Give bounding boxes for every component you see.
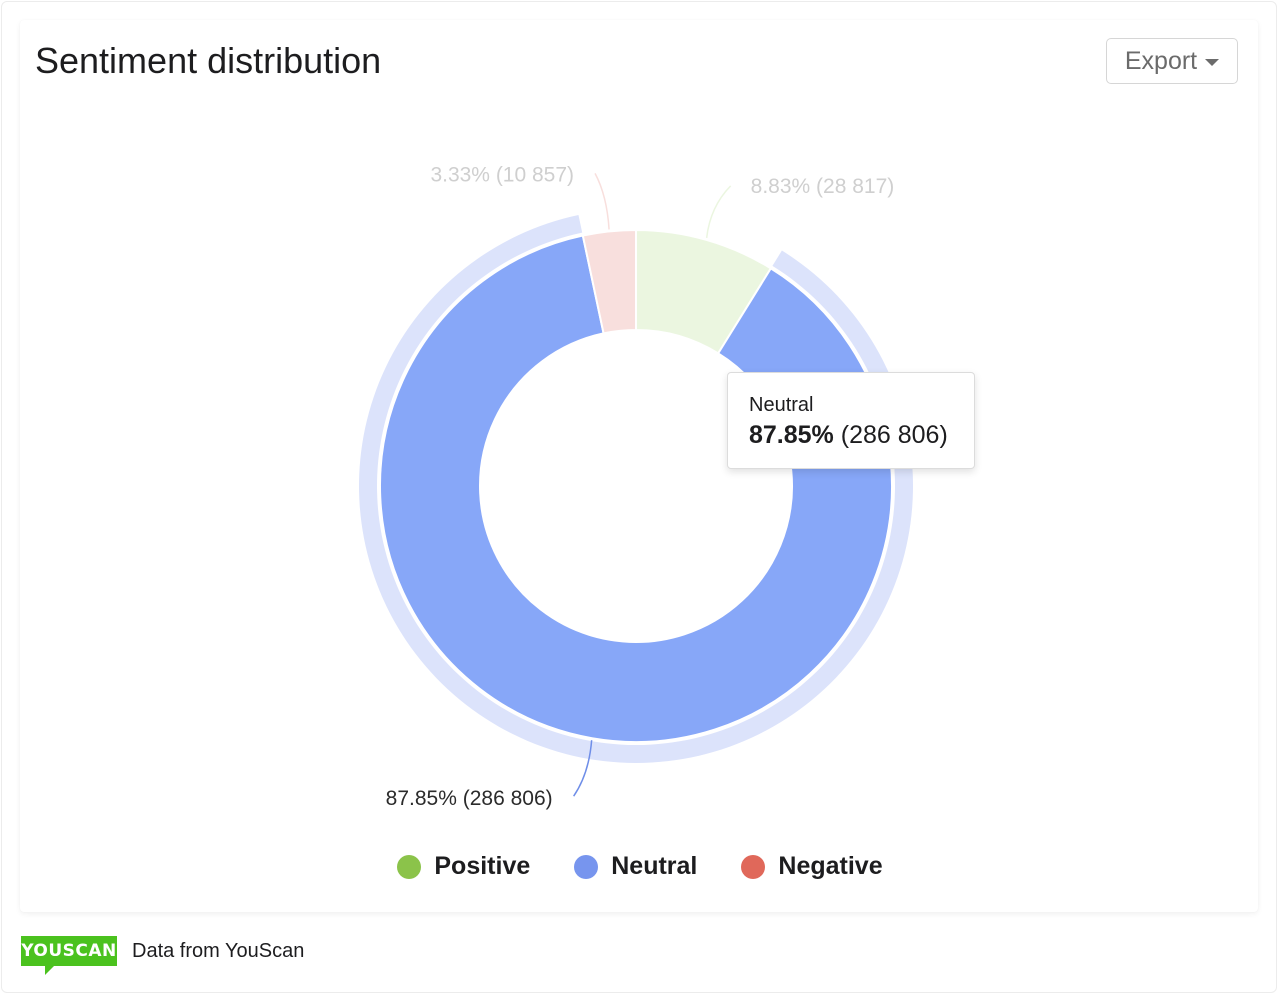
chart-tooltip: Neutral 87.85% (286 806) (727, 372, 975, 469)
tooltip-series-name: Neutral (749, 394, 814, 416)
slice-negative[interactable] (581, 228, 637, 335)
legend-label-neutral: Neutral (611, 852, 698, 880)
legend-label-positive: Positive (434, 852, 531, 880)
youscan-logo: YOUSCAN (21, 936, 117, 975)
export-button[interactable]: Export (1106, 38, 1238, 84)
legend-label-negative: Negative (778, 852, 883, 880)
legend-dot-negative (741, 854, 766, 879)
tooltip-percent: 87.85% (749, 421, 834, 449)
caret-down-icon (1205, 59, 1220, 66)
chart-card: Sentiment distribution Export (20, 20, 1258, 912)
legend-dot-neutral (574, 854, 599, 879)
legend-item-negative[interactable]: Negative (741, 852, 883, 881)
slice-neutral[interactable] (379, 234, 893, 743)
legend-item-positive[interactable]: Positive (397, 852, 530, 881)
chart-legend: Positive Neutral Negative (0, 852, 1280, 881)
tooltip-count: (286 806) (840, 421, 948, 449)
legend-dot-positive (397, 854, 422, 879)
data-source-text: Data from YouScan (132, 939, 305, 962)
page-title: Sentiment distribution (35, 40, 382, 81)
export-label: Export (1124, 46, 1198, 75)
legend-item-neutral[interactable]: Neutral (574, 852, 697, 881)
footer: YOUSCAN Data from YouScan (21, 936, 305, 975)
